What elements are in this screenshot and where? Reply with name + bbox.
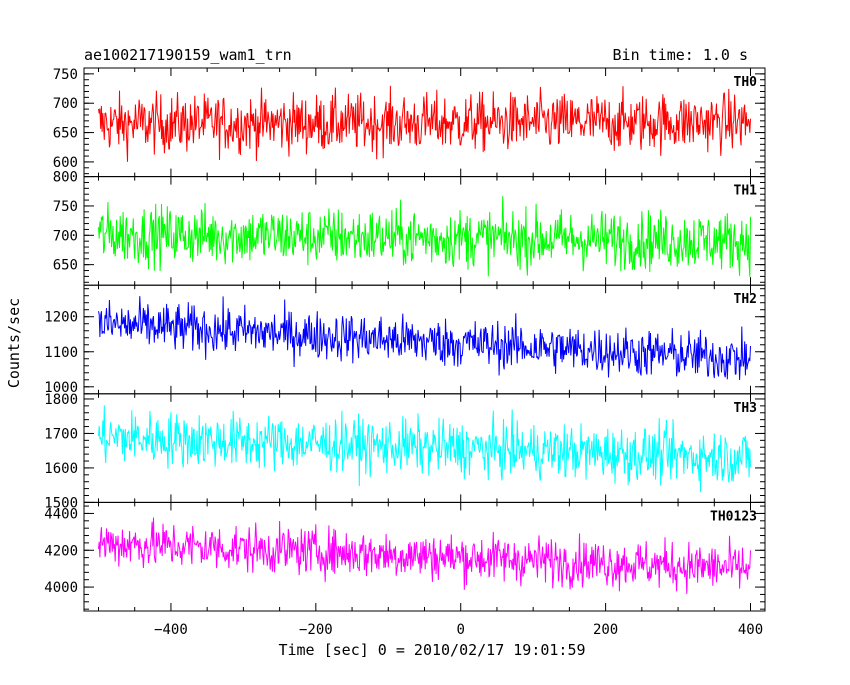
y-tick-label: 650 xyxy=(53,126,78,142)
series-line-th1 xyxy=(98,196,751,277)
y-tick-label: 800 xyxy=(53,170,78,186)
y-tick-label: 750 xyxy=(53,67,78,83)
series-label-th1: TH1 xyxy=(734,184,758,199)
y-tick-label: 1800 xyxy=(44,392,78,408)
y-tick-label: 1500 xyxy=(44,495,78,511)
y-tick-label: 700 xyxy=(53,96,78,112)
y-tick-label: 4400 xyxy=(44,506,78,522)
y-tick-label: 1600 xyxy=(44,461,78,477)
y-tick-label: 1100 xyxy=(44,345,78,361)
chart-title: ae100217190159_wam1_trn xyxy=(84,46,292,64)
y-axis-title: Counts/sec xyxy=(5,298,23,388)
y-tick-label: 1700 xyxy=(44,426,78,442)
y-tick-label: 700 xyxy=(53,228,78,244)
y-tick-label: 4200 xyxy=(44,543,78,559)
series-line-th0123 xyxy=(98,517,751,595)
series-line-th2 xyxy=(98,296,751,381)
y-tick-label: 650 xyxy=(53,258,78,274)
x-tick-label: −200 xyxy=(299,622,333,638)
chart-subtitle: Bin time: 1.0 s xyxy=(613,46,748,64)
panels-group: 600 650 700 750 TH0 650 700 750 800 TH1 1000 1100 12… xyxy=(44,67,766,638)
y-tick-label: 1000 xyxy=(44,380,78,396)
series-label-th0: TH0 xyxy=(734,75,758,90)
y-tick-label: 600 xyxy=(53,155,78,171)
y-tick-label: 750 xyxy=(53,199,78,215)
y-tick-label: 1200 xyxy=(44,310,78,326)
series-line-th0 xyxy=(98,85,751,162)
x-tick-label: 400 xyxy=(738,622,763,638)
x-axis-title: Time [sec] 0 = 2010/02/17 19:01:59 xyxy=(278,641,585,659)
x-tick-label: −400 xyxy=(154,622,188,638)
series-line-th3 xyxy=(98,405,751,493)
series-label-th0123: TH0123 xyxy=(710,509,757,524)
x-tick-label: 200 xyxy=(593,622,618,638)
series-label-th3: TH3 xyxy=(734,401,757,416)
y-tick-label: 4000 xyxy=(44,580,78,596)
panel-frame-th3 xyxy=(83,393,766,503)
x-tick-label: 0 xyxy=(457,622,465,638)
series-label-th2: TH2 xyxy=(734,292,757,307)
